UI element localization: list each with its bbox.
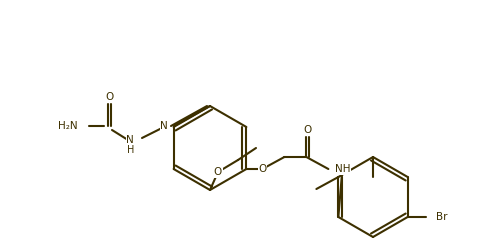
Text: N: N [126, 135, 134, 145]
Text: N: N [160, 121, 168, 131]
Text: O: O [304, 125, 312, 135]
Text: O: O [258, 164, 267, 174]
Text: NH: NH [335, 164, 351, 174]
Text: Br: Br [436, 212, 447, 222]
Text: O: O [214, 167, 222, 177]
Text: H: H [127, 145, 134, 155]
Text: O: O [106, 92, 114, 102]
Text: H₂N: H₂N [58, 121, 78, 131]
